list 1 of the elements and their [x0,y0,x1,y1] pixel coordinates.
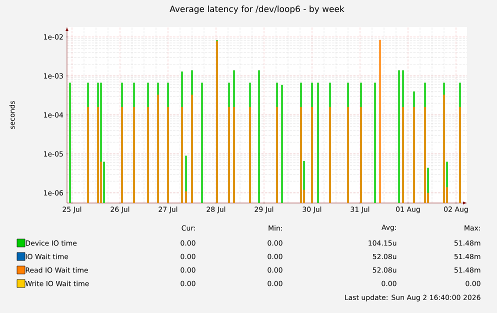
chart-title: Average latency for /dev/loop6 - by week [170,6,344,14]
